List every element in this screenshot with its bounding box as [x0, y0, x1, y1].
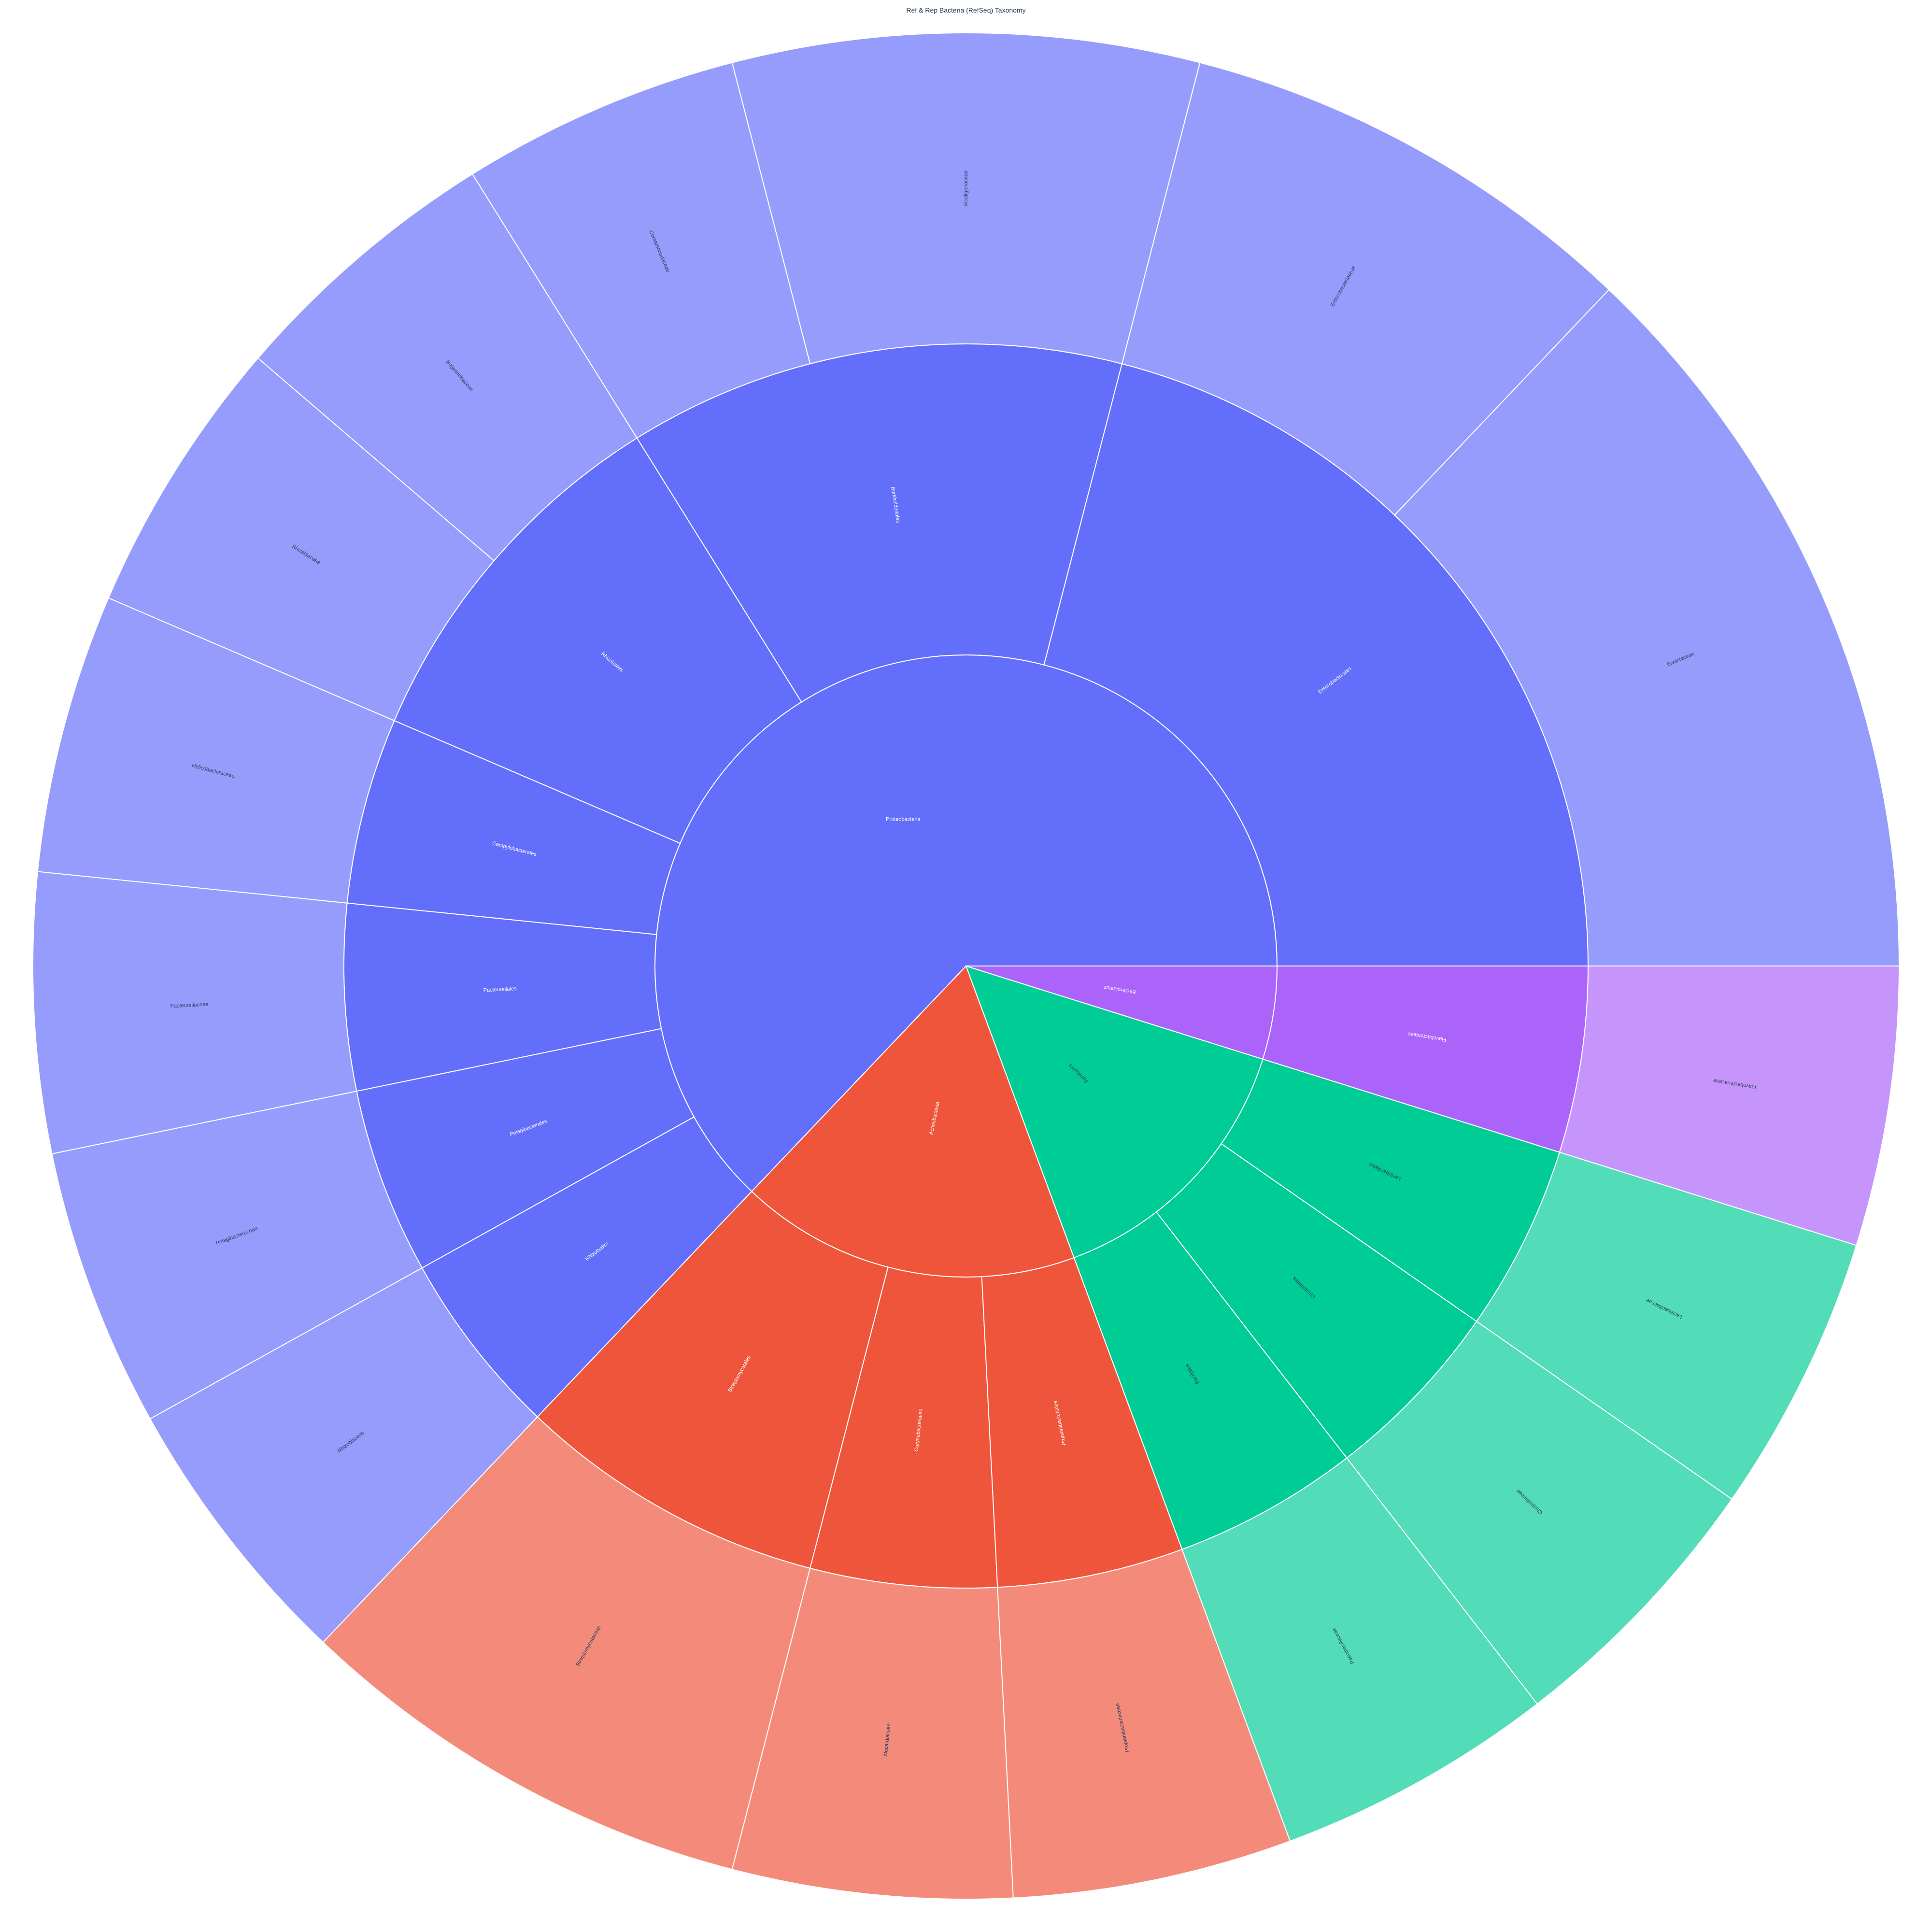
sunburst-segment-streptomycetaceae-20[interactable]	[322, 1416, 811, 1870]
sunburst-segment-flavobacteriaceae-34[interactable]	[1559, 966, 1900, 1246]
segment-label-proteobacteria: Proteobacteria	[886, 817, 921, 823]
sunburst-segment-enterobacteriaceae-3[interactable]	[1121, 62, 1610, 516]
sunburst-segments: ProteobacteriaEnterobacteralesErwiniacea…	[32, 32, 1900, 1900]
segment-label-alcaligenaceae: Alcaligenaceae	[963, 170, 969, 207]
chart-title: Ref & Rep Bacteria (RefSeq) Taxonomy	[906, 6, 1025, 14]
segment-label-pasteurellaceae: Pasteurellaceae	[170, 1001, 208, 1009]
segment-label-pasteurellales: Pasteurellales	[483, 986, 517, 994]
sunburst-segment-alcaligenaceae-5[interactable]	[731, 32, 1201, 365]
sunburst-segment-erwiniaceae-2[interactable]	[1393, 289, 1900, 966]
